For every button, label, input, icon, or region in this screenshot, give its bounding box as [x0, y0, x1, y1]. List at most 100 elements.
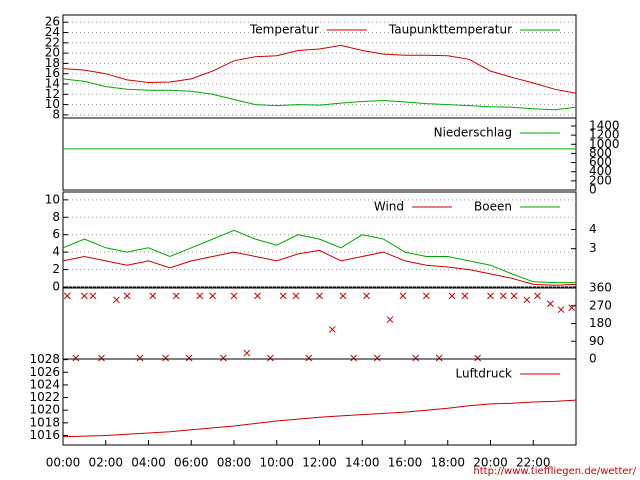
series-line: [62, 78, 577, 111]
series-line: [62, 249, 577, 286]
y-tick-label: 24: [45, 25, 60, 39]
direction-point: [461, 292, 469, 300]
direction-point: [499, 292, 507, 300]
direction-point: [305, 354, 313, 362]
y-tick-label: 12: [45, 87, 60, 101]
direction-point: [254, 292, 261, 300]
direction-point: [386, 316, 394, 323]
y-tick-label: 1016: [29, 428, 60, 442]
x-tick-label: 04:00: [131, 456, 166, 470]
series-line: [62, 399, 577, 438]
panel-frame: [62, 117, 577, 191]
y-tick-label: 10: [45, 97, 60, 111]
y2-tick-label: 400: [589, 164, 612, 178]
y2-tick-label: 180: [589, 316, 612, 330]
direction-point: [279, 292, 287, 300]
direction-point: [412, 354, 420, 362]
y2-tick-label: 800: [589, 146, 612, 160]
legend-label: Boeen: [474, 200, 512, 214]
legend-label: Taupunkttemperatur: [388, 23, 512, 37]
direction-point: [474, 354, 482, 362]
x-tick-label: 00:00: [46, 456, 81, 470]
y-tick-label: 20: [45, 46, 60, 60]
y-tick-label: 1028: [29, 352, 60, 366]
direction-point: [81, 292, 88, 300]
legend-label: Niederschlag: [434, 126, 512, 140]
series-line: [62, 229, 576, 284]
y-tick-label: 4: [52, 245, 60, 259]
direction-point: [63, 292, 71, 300]
y-tick-label: 0: [52, 280, 60, 294]
y-tick-label: 14: [45, 77, 60, 91]
direction-point: [98, 354, 105, 362]
panel-frame: [62, 191, 577, 288]
y-tick-label: 10: [45, 192, 60, 206]
y-tick-label: 1020: [29, 403, 60, 417]
y-tick-label: 22: [45, 35, 60, 49]
direction-point: [72, 354, 80, 362]
direction-point: [350, 354, 358, 362]
y2-tick-label: 600: [589, 155, 612, 169]
direction-point: [123, 292, 131, 300]
y-tick-label: 1026: [29, 365, 60, 379]
x-tick-label: 16:00: [388, 456, 423, 470]
direction-point: [230, 292, 238, 300]
y-tick-label: 8: [52, 107, 60, 121]
direction-point: [136, 354, 144, 362]
y2-tick-label: 1000: [589, 137, 620, 151]
direction-point: [546, 300, 554, 308]
legend-label: Luftdruck: [455, 367, 512, 381]
direction-point: [162, 354, 169, 362]
source-url: http://www.tieffliegen.de/wetter/: [473, 466, 636, 477]
direction-point: [373, 354, 381, 362]
direction-point: [523, 296, 531, 304]
y2-tick-label: 0: [589, 183, 597, 197]
direction-point: [113, 296, 120, 304]
direction-point: [399, 292, 407, 300]
y2-tick-label: 360: [589, 281, 612, 295]
direction-point: [172, 292, 180, 300]
x-tick-label: 18:00: [430, 456, 465, 470]
x-tick-label: 06:00: [174, 456, 209, 470]
direction-point: [243, 349, 251, 357]
direction-point: [185, 354, 193, 362]
y-tick-label: 1018: [29, 415, 60, 429]
direction-point: [292, 292, 300, 300]
direction-point: [448, 292, 456, 300]
direction-point: [363, 292, 370, 300]
x-tick-label: 22:00: [516, 456, 551, 470]
legend-label: Temperatur: [249, 23, 319, 37]
y-tick-label: 1022: [29, 390, 60, 404]
direction-point: [435, 354, 443, 362]
y-tick-label: 6: [52, 227, 60, 241]
direction-point: [328, 326, 336, 333]
y-tick-label: 1024: [29, 377, 60, 391]
direction-point: [219, 354, 227, 362]
y-tick-label: 16: [45, 66, 60, 80]
series-line: [62, 44, 577, 94]
y-tick-label: 2: [52, 262, 60, 276]
y-tick-label: 8: [52, 210, 60, 224]
direction-point: [196, 292, 204, 300]
y2-tick-label: 1400: [589, 119, 620, 133]
y2-tick-label: 3: [589, 241, 597, 255]
direction-point: [423, 292, 430, 300]
y2-tick-label: 4: [589, 222, 597, 236]
direction-point: [316, 292, 323, 300]
x-tick-label: 14:00: [345, 456, 380, 470]
x-tick-label: 02:00: [88, 456, 123, 470]
y-tick-label: 18: [45, 56, 60, 70]
direction-point: [149, 292, 157, 300]
x-tick-label: 20:00: [473, 456, 508, 470]
direction-point: [557, 306, 565, 314]
y2-tick-label: 0: [589, 352, 597, 366]
y2-tick-label: 200: [589, 173, 612, 187]
direction-point: [568, 304, 576, 312]
y-tick-label: 26: [45, 15, 60, 29]
direction-point: [339, 292, 347, 300]
x-tick-label: 10:00: [259, 456, 294, 470]
y2-tick-label: 90: [589, 334, 604, 348]
y2-tick-label: 270: [589, 298, 612, 312]
direction-point: [534, 292, 541, 300]
direction-point: [209, 292, 216, 300]
